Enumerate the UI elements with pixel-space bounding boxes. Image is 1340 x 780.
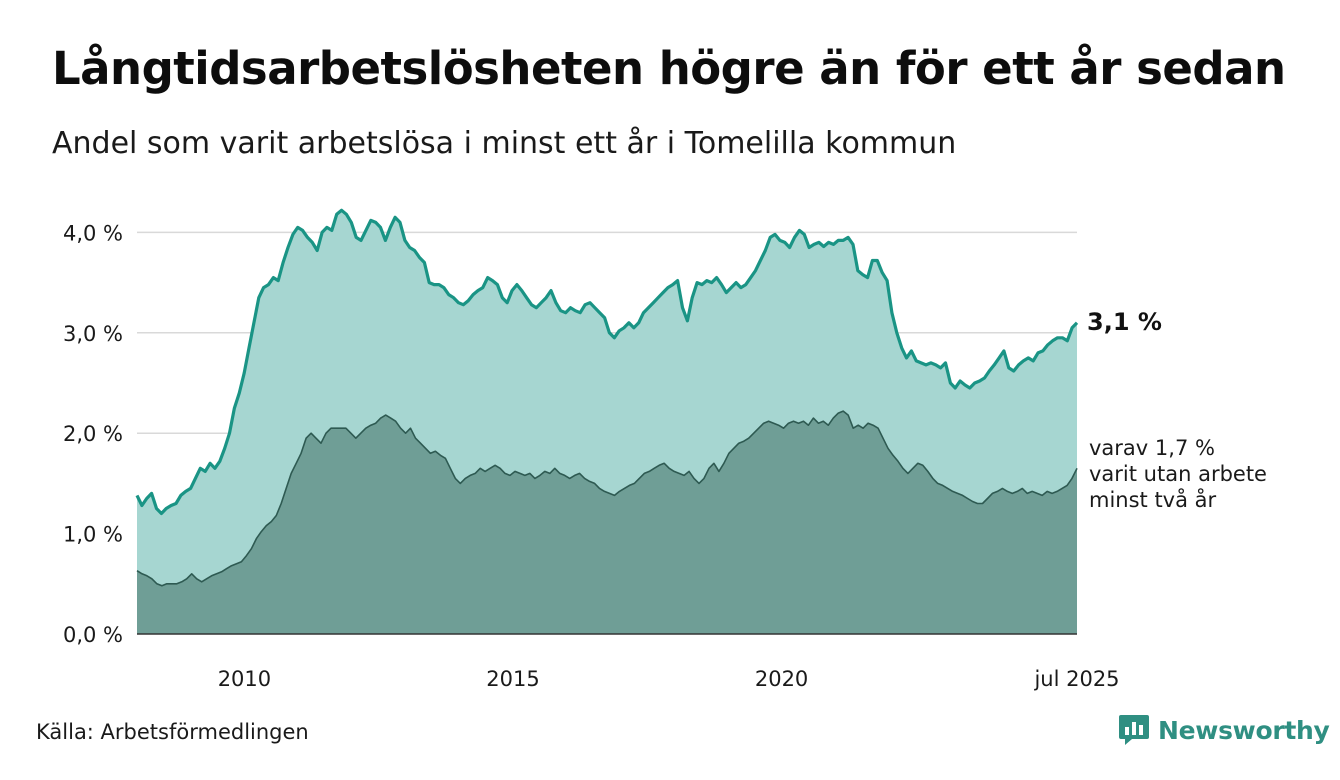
y-axis-ticks: 0,0 % 1,0 % 2,0 % 3,0 % 4,0 % <box>63 221 123 647</box>
x-axis-ticks: 2010 2015 2020 jul 2025 <box>218 667 1120 691</box>
area-two_years <box>137 411 1077 634</box>
y-tick-label-2: 2,0 % <box>63 422 123 446</box>
line-one_year <box>135 208 1079 516</box>
x-tick-label-3: jul 2025 <box>1033 667 1119 691</box>
source-note: Källa: Arbetsförmedlingen <box>36 720 309 744</box>
chart-subtitle: Andel som varit arbetslösa i minst ett å… <box>52 126 957 161</box>
x-tick-label-1: 2015 <box>486 667 539 691</box>
brand-name: Newsworthy <box>1158 715 1330 745</box>
y-tick-label-0: 0,0 % <box>63 623 123 647</box>
y-tick-label-3: 3,0 % <box>63 322 123 346</box>
y-tick-label-1: 1,0 % <box>63 523 123 547</box>
series-areas <box>135 208 1079 635</box>
end-value-label: 3,1 % <box>1087 308 1162 336</box>
y-tick-label-4: 4,0 % <box>63 221 123 245</box>
chart-title: Långtidsarbetslösheten högre än för ett … <box>52 42 1286 95</box>
brand: Newsworthy <box>1118 713 1330 747</box>
line-two_years <box>136 410 1078 587</box>
x-tick-label-2: 2020 <box>755 667 808 691</box>
x-tick-label-0: 2010 <box>218 667 271 691</box>
newsworthy-logo-icon <box>1119 715 1149 745</box>
sub-note-line-1: varav 1,7 % <box>1089 436 1215 460</box>
sub-note-line-2: varit utan arbete <box>1089 462 1267 486</box>
sub-note-line-3: minst två år <box>1089 487 1217 512</box>
